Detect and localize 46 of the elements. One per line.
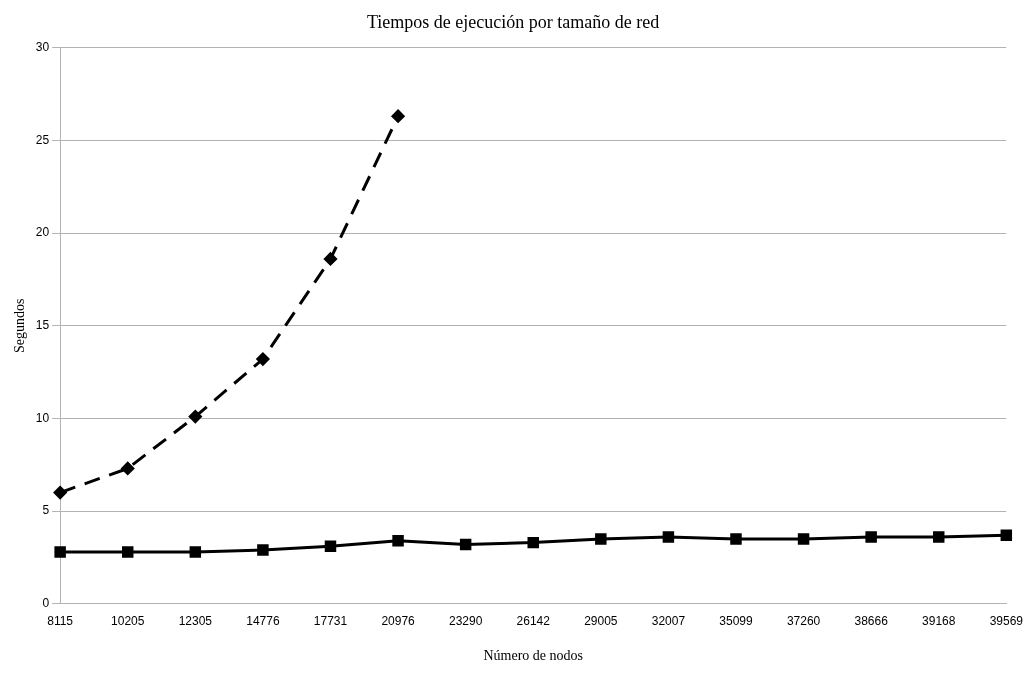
point <box>189 546 202 558</box>
y-tick-label: 25 <box>35 132 50 147</box>
point <box>392 535 404 547</box>
point <box>324 540 337 553</box>
x-tick-label: 35099 <box>719 614 753 629</box>
x-tick-label: 8115 <box>47 614 74 629</box>
point <box>121 461 135 475</box>
x-tick-label: 10205 <box>111 614 145 629</box>
point <box>256 352 270 366</box>
point <box>459 538 472 551</box>
point <box>54 546 66 558</box>
x-tick-label: 12305 <box>178 614 213 629</box>
point <box>391 109 405 123</box>
x-tick-label: 14776 <box>246 614 280 629</box>
x-tick-label: 39569 <box>989 614 1024 629</box>
point <box>527 536 539 549</box>
point <box>188 410 202 424</box>
point <box>53 486 67 500</box>
x-tick-label: 20976 <box>381 614 416 629</box>
x-axis-title: Número de nodos <box>483 648 584 664</box>
x-tick-label: 37260 <box>786 614 821 629</box>
point <box>865 531 877 543</box>
x-tick-label: 38666 <box>854 614 889 629</box>
y-tick-label: 20 <box>35 225 50 240</box>
x-tick-label: 32007 <box>651 614 686 629</box>
point <box>323 252 337 266</box>
y-axis-title: Segundos <box>12 298 28 353</box>
point <box>595 533 607 545</box>
y-tick-label: 5 <box>42 503 50 518</box>
point <box>797 533 810 545</box>
y-tick-label: 0 <box>42 596 50 611</box>
y-tick-label: 10 <box>35 410 50 425</box>
point <box>662 531 675 543</box>
point <box>1000 529 1013 541</box>
x-tick-label: 17731 <box>313 614 348 629</box>
chart-title: Tiempos de ejecución por tamaño de red <box>366 11 660 32</box>
x-tick-label: 26142 <box>516 614 551 629</box>
point <box>932 531 945 543</box>
point <box>121 546 134 558</box>
x-tick-label: 23290 <box>448 614 483 629</box>
x-tick-label: 29005 <box>584 614 618 629</box>
x-tick-label: 39168 <box>922 614 956 629</box>
point <box>257 544 269 556</box>
point <box>730 533 742 545</box>
y-tick-label: 15 <box>35 318 50 333</box>
y-tick-label: 30 <box>35 39 50 54</box>
